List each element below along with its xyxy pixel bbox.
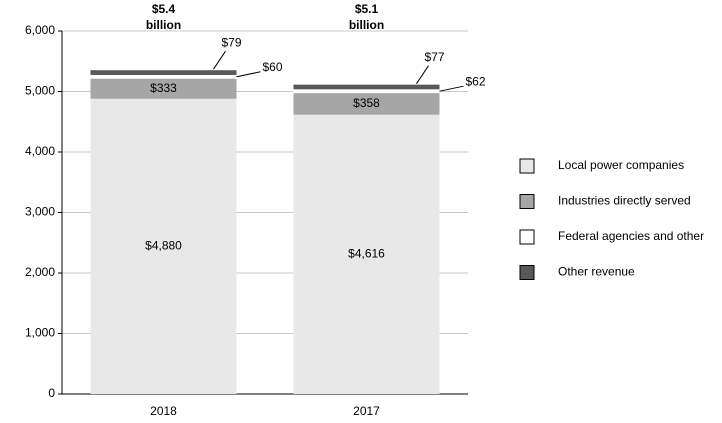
leader-line [236,71,261,78]
bar-segment [90,98,237,394]
bar-segment [90,70,237,75]
legend-label: Industries directly served [558,194,691,208]
legend-label: Local power companies [558,158,684,172]
bar-segment [90,78,237,99]
y-tick-label: 4,000 [25,144,55,158]
total-label: $5.4 [152,2,176,16]
value-label: $77 [425,50,445,64]
legend-swatch [519,158,535,174]
y-tick-label: 5,000 [25,84,55,98]
value-label: $358 [353,96,380,110]
y-tick-label: 6,000 [25,23,55,37]
total-label: billion [349,18,384,32]
legend-label: Federal agencies and other [558,229,704,243]
x-tick-label: 2017 [353,404,380,418]
legend-swatch [519,229,535,245]
total-label: $5.1 [355,2,379,16]
x-tick-label: 2018 [150,404,177,418]
bar-segment [293,93,440,115]
bar-segment [293,84,440,90]
bar-segment [293,89,440,94]
y-tick-label: 0 [48,386,55,400]
value-label: $79 [222,35,242,49]
value-label: $4,616 [348,247,385,261]
leader-line [416,65,429,84]
legend-swatch [519,265,535,280]
value-label: $62 [466,74,486,88]
legend-swatch [519,194,535,209]
value-label: $333 [150,81,177,95]
total-label: billion [146,18,181,32]
y-tick-label: 1,000 [25,326,55,340]
bar-segment [293,114,440,395]
leader-line [439,85,464,92]
leader-line [213,50,226,70]
value-label: $4,880 [145,239,182,253]
bar-segment [90,74,237,79]
value-label: $60 [263,60,283,74]
y-tick-label: 3,000 [25,205,55,219]
legend-label: Other revenue [558,265,635,279]
y-tick-label: 2,000 [25,265,55,279]
